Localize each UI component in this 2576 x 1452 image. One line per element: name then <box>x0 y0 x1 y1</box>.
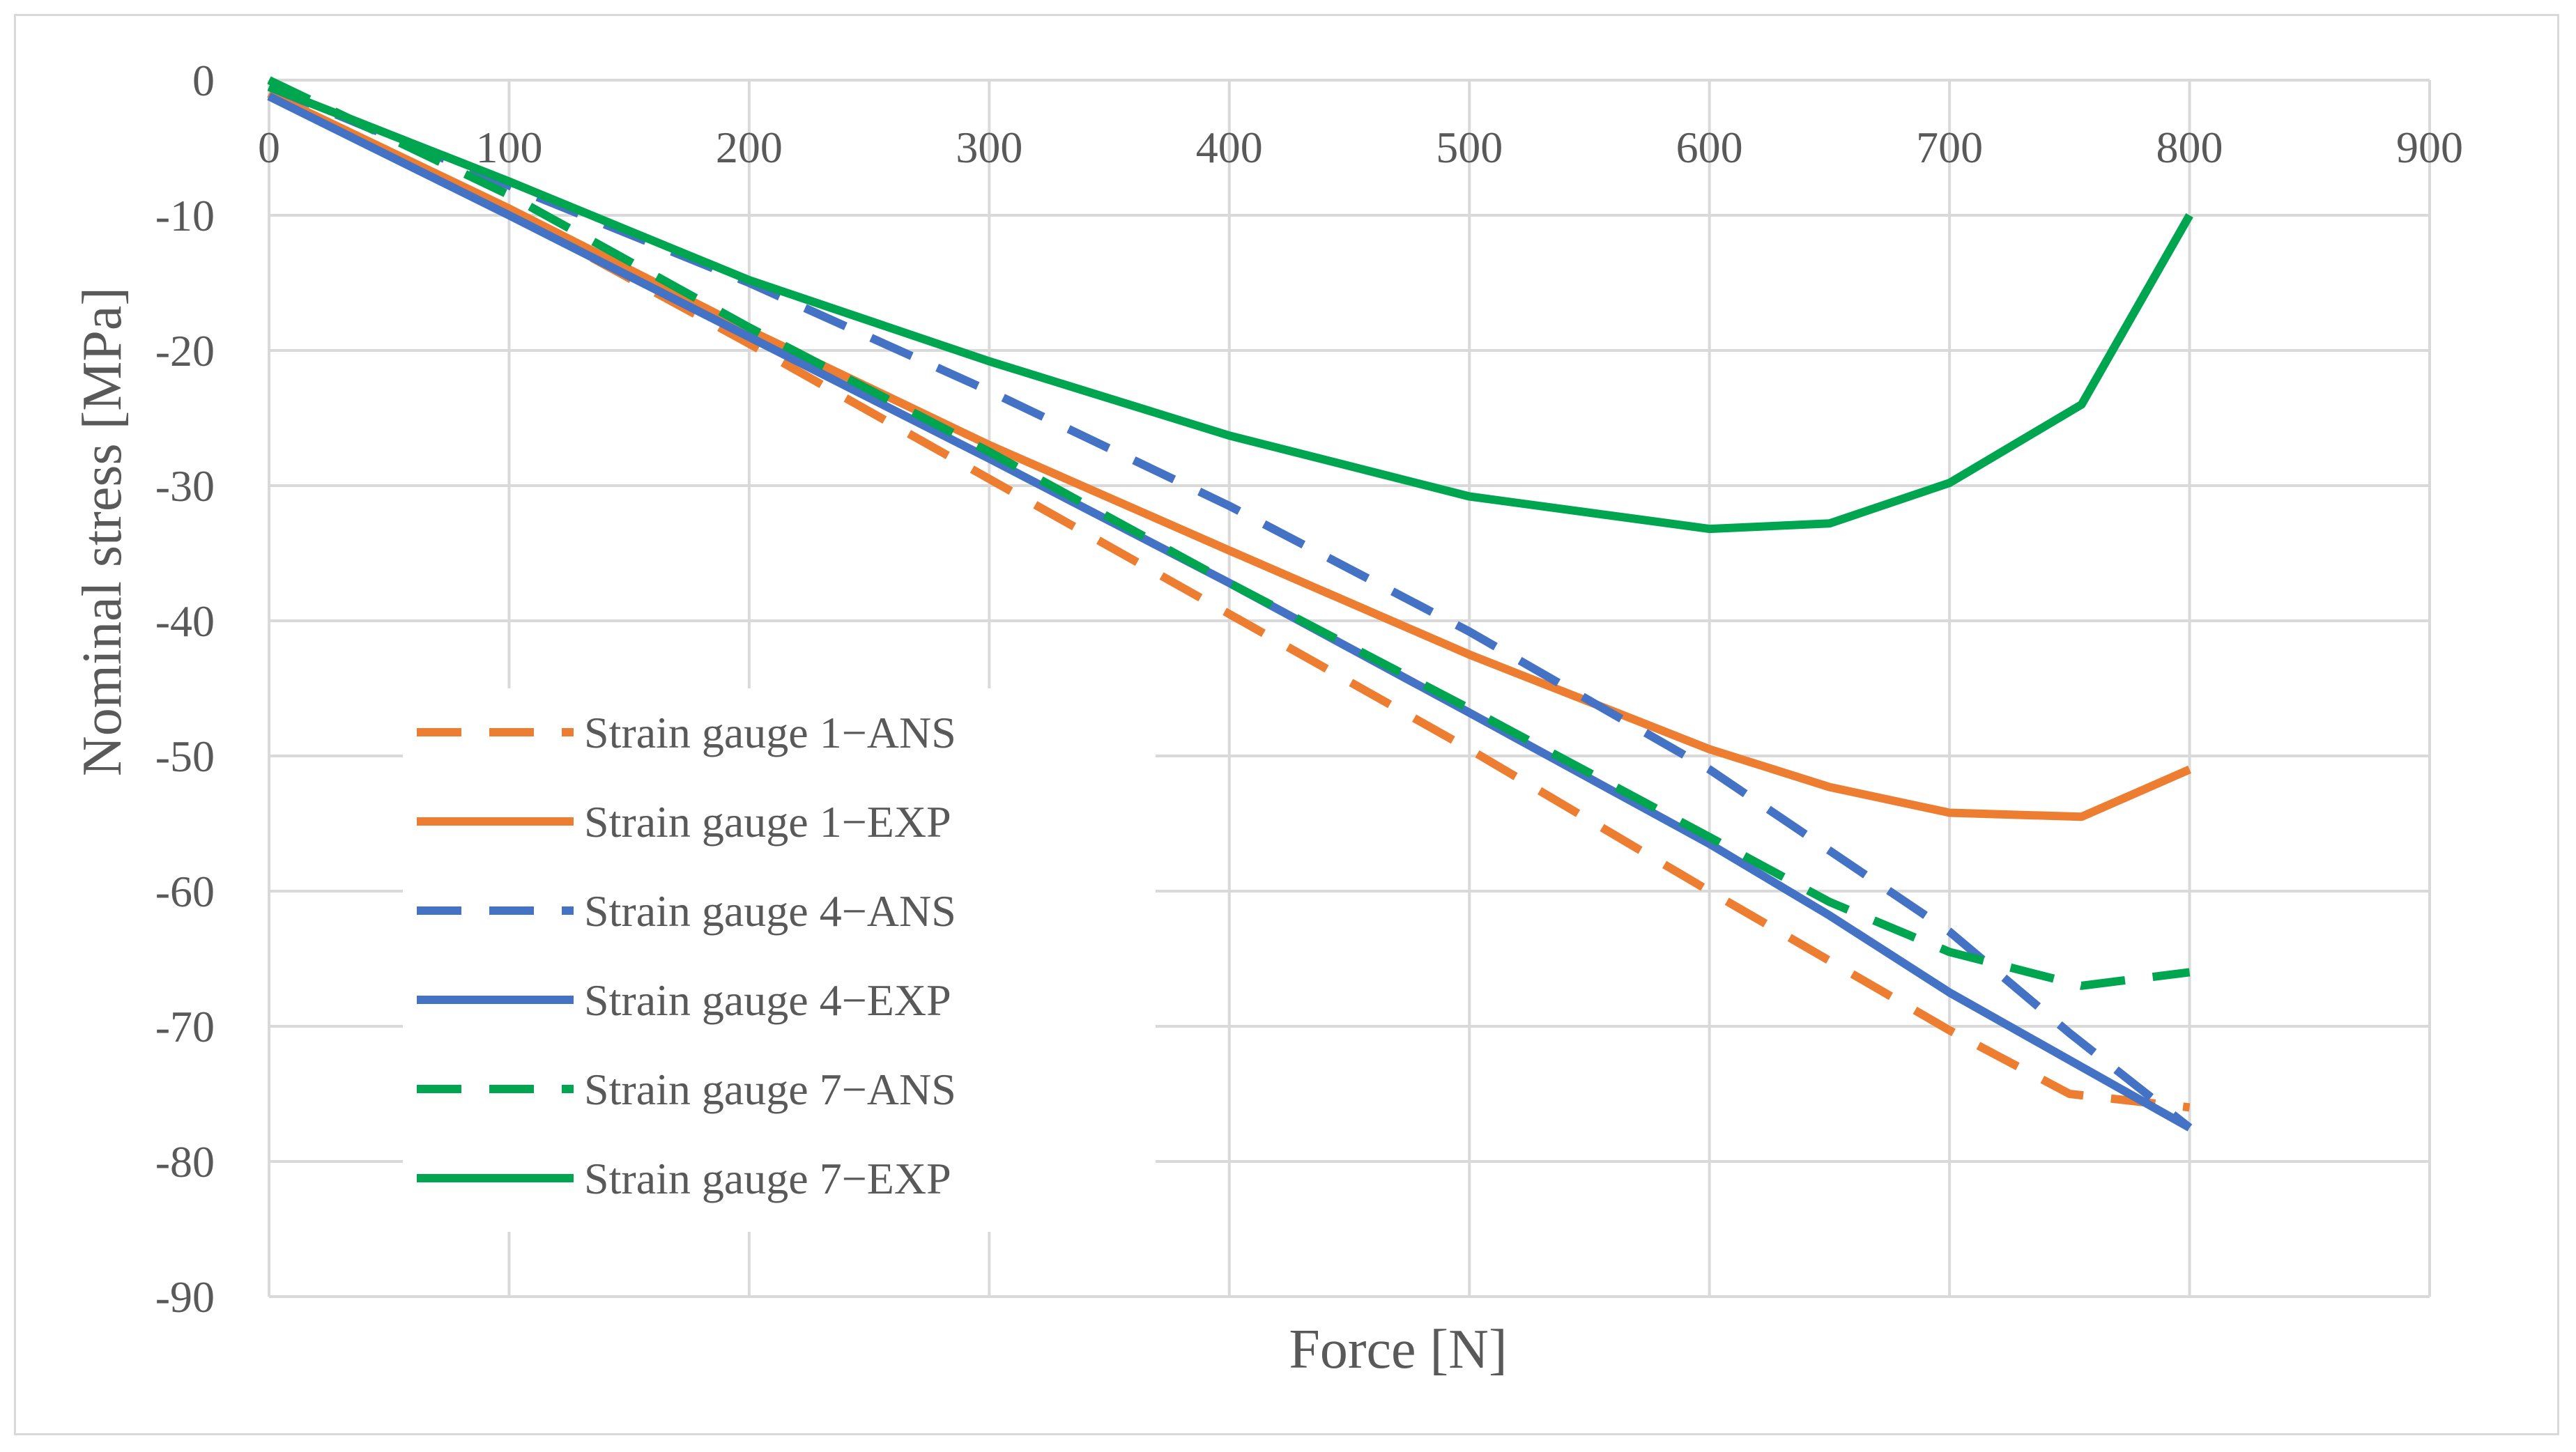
legend-label: Strain gauge 1−ANS <box>584 708 956 757</box>
legend: Strain gauge 1−ANS Strain gauge 1−EXP Stra… <box>403 688 1156 1232</box>
x-tick-label: 800 <box>2156 123 2223 172</box>
line-chart: 0 -10 -20 -30 -40 -50 -60 -70 -80 -90 0 100 200 300 4… <box>72 56 2463 1380</box>
x-tick-label: 900 <box>2396 123 2463 172</box>
y-tick-label: 0 <box>192 56 215 105</box>
series-line-4 <box>267 92 2192 1132</box>
legend-background <box>403 688 1156 1232</box>
y-tick-labels: 0 -10 -20 -30 -40 -50 -60 -70 -80 -90 <box>155 56 215 1322</box>
y-tick-label: -10 <box>155 191 215 240</box>
y-tick-label: -90 <box>155 1272 215 1322</box>
legend-label: Strain gauge 1−EXP <box>584 797 951 847</box>
x-tick-label: 400 <box>1196 123 1263 172</box>
y-tick-label: -60 <box>155 867 215 916</box>
x-tick-label: 100 <box>475 123 542 172</box>
x-tick-label: 600 <box>1676 123 1743 172</box>
chart-frame: 0 -10 -20 -30 -40 -50 -60 -70 -80 -90 0 100 200 300 4… <box>14 14 2559 1435</box>
x-tick-label: 500 <box>1436 123 1503 172</box>
y-tick-label: -30 <box>155 461 215 511</box>
y-tick-label: -50 <box>155 732 215 781</box>
grid <box>268 79 2431 1298</box>
series-line-2 <box>267 89 2192 821</box>
series-lines <box>267 76 2193 1132</box>
y-axis-title: Nominal stress [MPa] <box>72 287 133 776</box>
y-tick-label: -20 <box>155 326 215 376</box>
y-tick-label: -40 <box>155 596 215 646</box>
series-line-6 <box>267 83 2193 534</box>
x-tick-labels: 0 100 200 300 400 500 600 700 800 900 <box>258 123 2463 172</box>
y-tick-label: -80 <box>155 1137 215 1187</box>
x-tick-label: 300 <box>956 123 1022 172</box>
x-axis-title: Force [N] <box>1289 1319 1507 1380</box>
y-tick-label: -70 <box>155 1002 215 1051</box>
legend-label: Strain gauge 4−EXP <box>584 975 951 1025</box>
x-tick-label: 0 <box>258 123 280 172</box>
series-line-5 <box>267 76 2191 990</box>
legend-label: Strain gauge 7−EXP <box>584 1154 951 1203</box>
legend-label: Strain gauge 4−ANS <box>584 886 956 936</box>
legend-label: Strain gauge 7−ANS <box>584 1065 956 1114</box>
x-tick-label: 700 <box>1916 123 1983 172</box>
x-tick-label: 200 <box>716 123 783 172</box>
